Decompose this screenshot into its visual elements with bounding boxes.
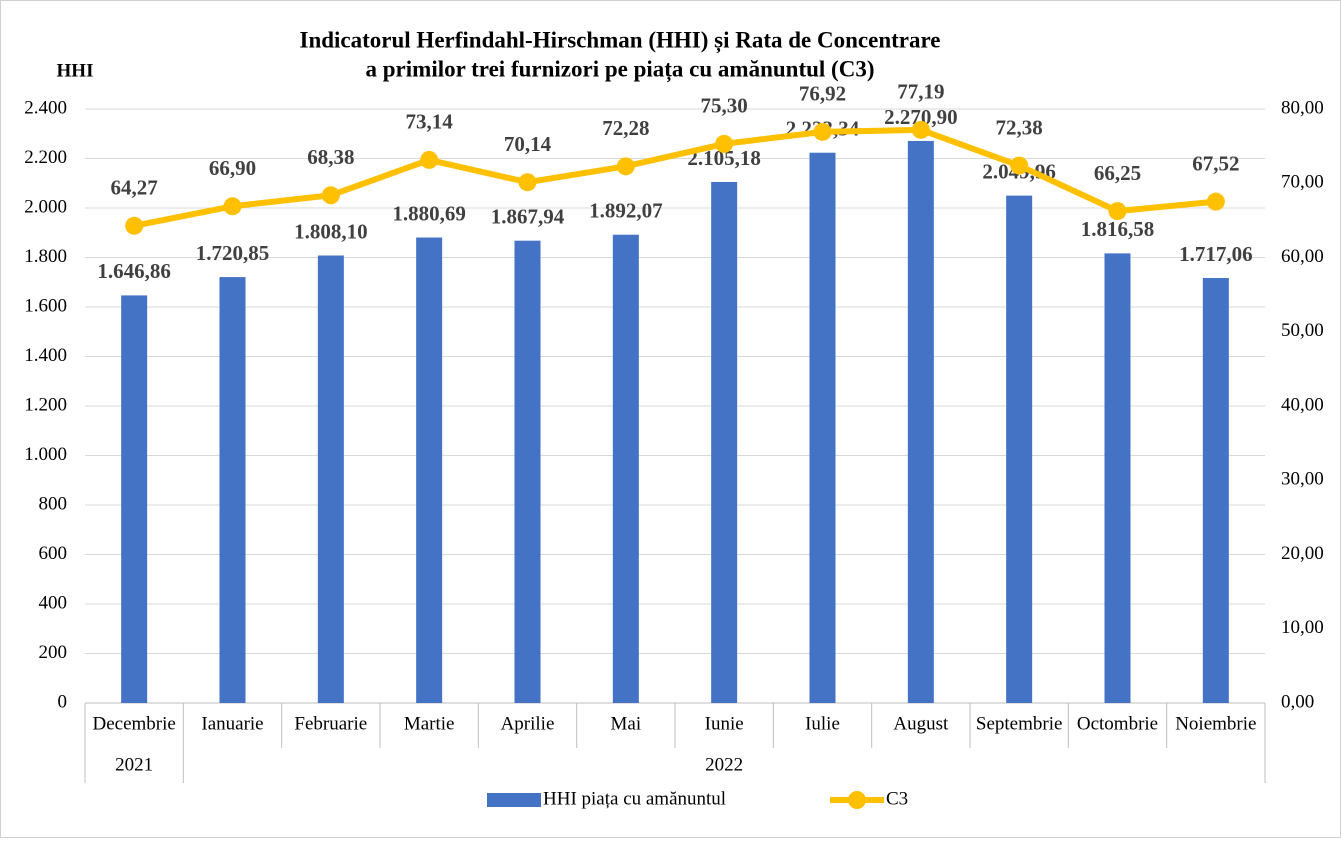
line-value-label: 66,25 xyxy=(1094,161,1141,185)
bar-value-label: 2.270,90 xyxy=(884,105,958,129)
y2-tick-label: 40,00 xyxy=(1281,394,1324,415)
x-tick-label: Noiembrie xyxy=(1175,713,1256,734)
bar-value-label: 1.646,86 xyxy=(97,259,171,283)
y-tick-label: 2.400 xyxy=(24,97,67,118)
line-marker xyxy=(616,157,635,176)
x-tick-label: Aprilie xyxy=(501,713,555,734)
bar xyxy=(907,140,934,703)
line-value-label: 75,30 xyxy=(701,94,748,118)
bar xyxy=(317,255,344,704)
y-tick-label: 200 xyxy=(39,642,68,663)
legend-label: C3 xyxy=(886,788,908,809)
legend-label: HHI piața cu amănuntul xyxy=(543,788,726,809)
chart-title: Indicatorul Herfindahl-Hirschman (HHI) ș… xyxy=(300,27,941,53)
x-tick-label: Februarie xyxy=(294,713,367,734)
line-marker xyxy=(1206,192,1225,211)
y-tick-label: 2.000 xyxy=(24,196,67,217)
line-marker xyxy=(911,120,930,139)
bar xyxy=(416,237,443,703)
bar-value-label: 1.867,94 xyxy=(491,204,565,228)
y2-tick-label: 20,00 xyxy=(1281,543,1324,564)
bar-value-label: 1.717,06 xyxy=(1179,242,1253,266)
line-value-label: 72,28 xyxy=(602,116,649,140)
line-value-label: 73,14 xyxy=(406,110,454,134)
legend-swatch xyxy=(848,791,866,809)
line xyxy=(133,126,1217,229)
legend-swatch xyxy=(487,793,541,807)
x-tick-label: Mai xyxy=(611,713,642,734)
bar-value-label: 1.816,58 xyxy=(1081,217,1155,241)
x-tick-label: Iunie xyxy=(705,713,744,734)
x-tick-label: Octombrie xyxy=(1077,713,1158,734)
x-tick-label: Septembrie xyxy=(976,713,1063,734)
line-value-label: 67,52 xyxy=(1192,151,1239,175)
y2-tick-label: 70,00 xyxy=(1281,172,1324,193)
y-tick-label: 0 xyxy=(58,691,68,712)
y2-tick-label: 30,00 xyxy=(1281,469,1324,490)
line-value-label: 68,38 xyxy=(307,145,354,169)
y-tick-label: 1.800 xyxy=(24,246,67,267)
line-marker xyxy=(223,197,242,216)
y2-tick-label: 60,00 xyxy=(1281,246,1324,267)
y-tick-label: 800 xyxy=(39,493,68,514)
y-tick-label: 600 xyxy=(39,543,68,564)
y-tick-label: 1.000 xyxy=(24,444,67,465)
bar-value-label: 1.720,85 xyxy=(196,241,270,265)
line-marker xyxy=(321,186,340,205)
x-tick-label: Iulie xyxy=(805,713,840,734)
y-tick-label: 400 xyxy=(39,592,68,613)
line-value-label: 76,92 xyxy=(799,82,846,106)
line-value-label: 72,38 xyxy=(996,115,1043,139)
x-tick-label: Decembrie xyxy=(92,713,175,734)
bar xyxy=(1006,195,1033,704)
bar xyxy=(1104,253,1131,703)
x-tick-label: Martie xyxy=(404,713,455,734)
chart-title: a primilor trei furnizori pe piața cu am… xyxy=(366,56,875,82)
bar xyxy=(612,234,639,703)
y2-tick-label: 50,00 xyxy=(1281,320,1324,341)
line-marker xyxy=(715,134,734,153)
x-group-label: 2021 xyxy=(115,754,153,775)
x-group-label: 2022 xyxy=(705,754,743,775)
y2-tick-label: 80,00 xyxy=(1281,97,1324,118)
line-marker xyxy=(420,150,439,169)
line-marker xyxy=(518,173,537,192)
x-tick-label: August xyxy=(893,713,949,734)
bar xyxy=(121,295,148,703)
bar xyxy=(219,277,246,703)
line-marker xyxy=(813,122,832,141)
y-tick-label: 1.200 xyxy=(24,394,67,415)
y-tick-label: 2.200 xyxy=(24,147,67,168)
y2-tick-label: 0,00 xyxy=(1281,691,1314,712)
bar-value-label: 1.892,07 xyxy=(589,199,663,223)
line-value-label: 70,14 xyxy=(504,132,552,156)
bar xyxy=(809,152,836,704)
y2-tick-label: 10,00 xyxy=(1281,617,1324,638)
bar-value-label: 1.808,10 xyxy=(294,219,368,243)
bar xyxy=(711,181,738,703)
bar xyxy=(1202,278,1229,703)
y-axis-label: HHI xyxy=(57,60,94,81)
bar xyxy=(514,240,541,703)
y-tick-label: 1.600 xyxy=(24,295,67,316)
x-tick-label: Ianuarie xyxy=(201,713,263,734)
bar-value-label: 1.880,69 xyxy=(392,201,466,225)
line-value-label: 64,27 xyxy=(111,176,158,200)
line-marker xyxy=(1108,202,1127,221)
line-marker xyxy=(125,216,144,235)
line-marker xyxy=(1010,156,1029,175)
y-tick-label: 1.400 xyxy=(24,345,67,366)
line-value-label: 66,90 xyxy=(209,156,256,180)
line-value-label: 77,19 xyxy=(897,80,944,104)
